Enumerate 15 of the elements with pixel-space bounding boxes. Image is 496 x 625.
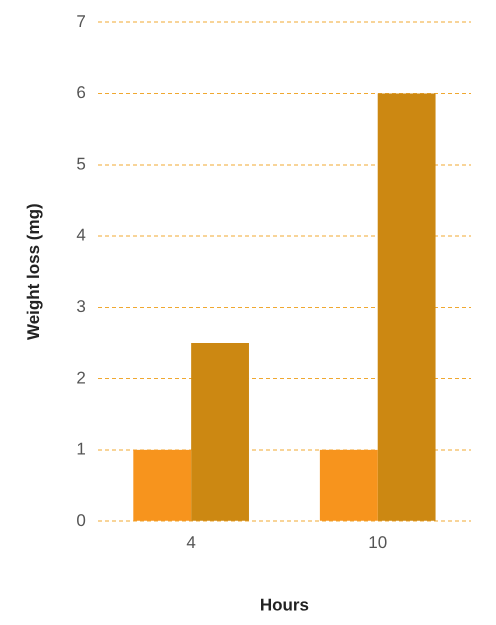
y-tick-label: 6 [76, 83, 86, 102]
y-tick-label: 3 [76, 297, 86, 316]
bar [320, 450, 378, 521]
y-tick-label: 1 [76, 440, 86, 459]
y-tick-label: 0 [76, 510, 86, 530]
x-tick-label: 10 [368, 533, 388, 552]
bar [378, 93, 436, 521]
y-tick-label: 4 [76, 226, 86, 245]
y-tick-label: 2 [76, 368, 86, 388]
y-tick-label: 5 [76, 154, 86, 174]
bar [133, 450, 192, 521]
y-tick-label: 7 [76, 12, 86, 31]
x-axis-title: Hours [260, 595, 309, 614]
bar [191, 342, 249, 521]
y-axis-title: Weight loss (mg) [24, 203, 43, 340]
